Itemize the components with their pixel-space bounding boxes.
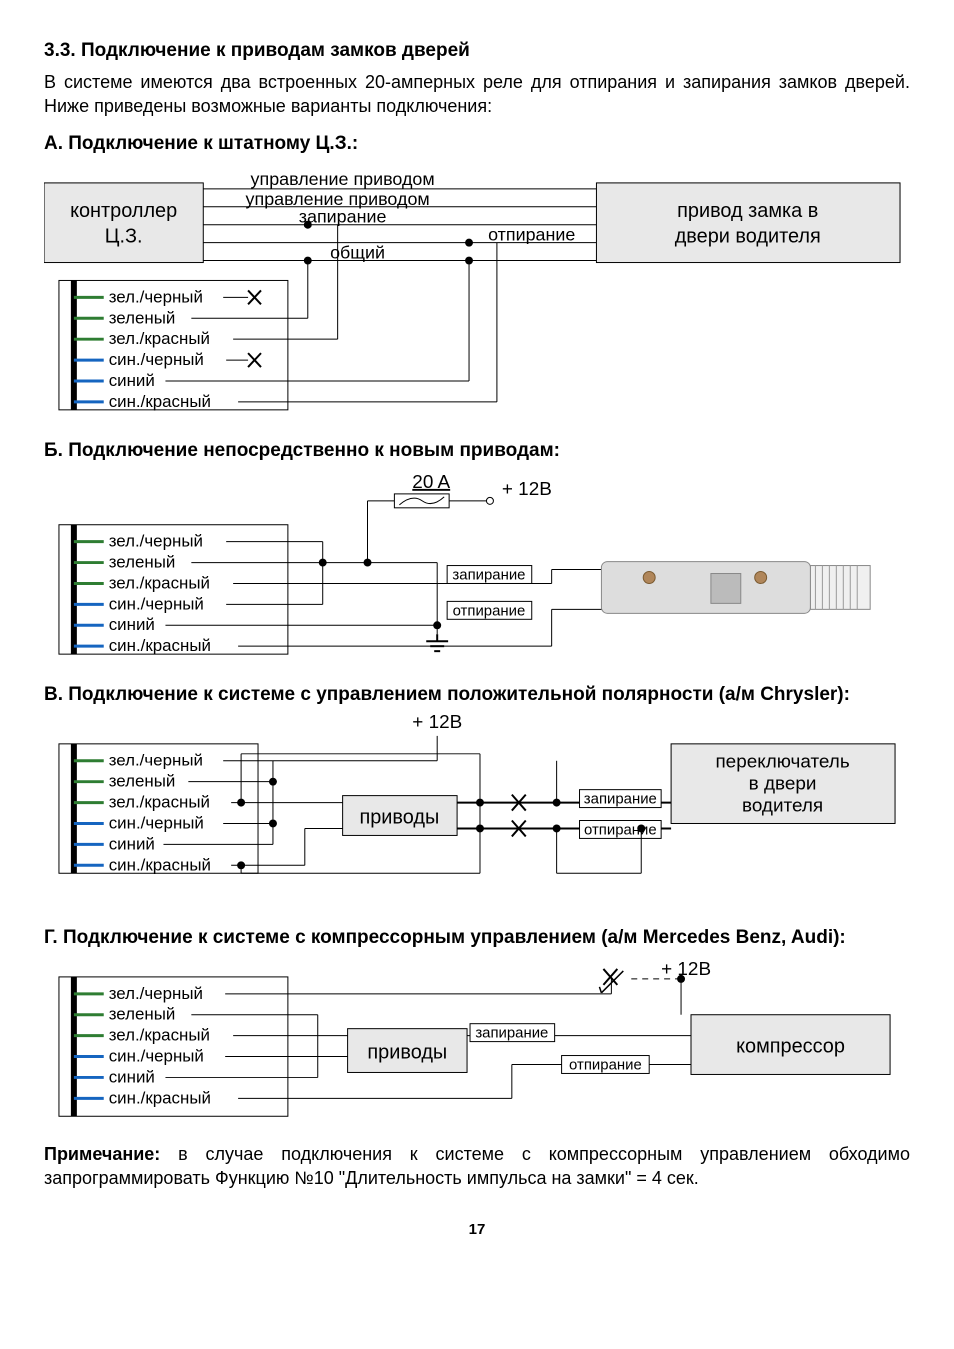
svg-text:переключатель: переключатель bbox=[715, 751, 849, 772]
diagram-c: + 12В приводы переключатель в двери води… bbox=[44, 714, 910, 898]
svg-text:зел./черный: зел./черный bbox=[109, 532, 203, 551]
svg-text:приводы: приводы bbox=[367, 1041, 447, 1063]
svg-text:син./красный: син./красный bbox=[109, 855, 211, 874]
svg-text:запирание: запирание bbox=[299, 206, 387, 226]
note-label: Примечание: bbox=[44, 1144, 160, 1164]
svg-text:отпирание: отпирание bbox=[569, 1056, 642, 1073]
section-number: 3.3. bbox=[44, 40, 76, 61]
section-title-text: Подключение к приводам замков дверей bbox=[81, 40, 470, 61]
svg-text:отпирание: отпирание bbox=[488, 224, 575, 244]
svg-text:зел./черный: зел./черный bbox=[109, 984, 203, 1003]
variant-c-title: В. Подключение к системе с управлением п… bbox=[44, 684, 910, 706]
svg-text:син./черный: син./черный bbox=[109, 1046, 204, 1065]
svg-text:зеленый: зеленый bbox=[109, 308, 176, 327]
svg-text:син./черный: син./черный bbox=[109, 350, 204, 369]
svg-text:зел./красный: зел./красный bbox=[109, 574, 210, 593]
svg-text:отпирание: отпирание bbox=[453, 603, 526, 620]
svg-text:синий: синий bbox=[109, 1067, 155, 1086]
svg-text:син./черный: син./черный bbox=[109, 813, 204, 832]
note-body: в случае подключения к системе с компрес… bbox=[44, 1144, 910, 1188]
diagram-d: + 12В приводы компрессор зел./черный зел… bbox=[44, 957, 910, 1121]
svg-text:Ц.З.: Ц.З. bbox=[105, 225, 143, 247]
svg-text:зел./черный: зел./черный bbox=[109, 750, 203, 769]
intro-paragraph: В системе имеются два встроенных 20-ампе… bbox=[44, 70, 910, 119]
svg-text:син./красный: син./красный bbox=[109, 391, 211, 410]
svg-text:син./черный: син./черный bbox=[109, 595, 204, 614]
svg-text:син./красный: син./красный bbox=[109, 1088, 211, 1107]
svg-text:приводы: приводы bbox=[359, 806, 439, 828]
svg-text:+ 12В: + 12В bbox=[412, 714, 462, 733]
svg-text:син./красный: син./красный bbox=[109, 637, 211, 655]
svg-text:отпирание: отпирание bbox=[584, 821, 657, 838]
svg-text:синий: синий bbox=[109, 371, 155, 390]
svg-text:+ 12В: + 12В bbox=[661, 959, 711, 980]
svg-text:зеленый: зеленый bbox=[109, 1004, 176, 1023]
svg-text:синий: синий bbox=[109, 834, 155, 853]
svg-text:компрессор: компрессор bbox=[736, 1035, 845, 1057]
svg-text:запирание: запирание bbox=[452, 567, 525, 584]
note: Примечание: в случае подключения к систе… bbox=[44, 1142, 910, 1191]
section-heading: 3.3. Подключение к приводам замков двере… bbox=[44, 40, 910, 62]
svg-text:запирание: запирание bbox=[475, 1024, 548, 1041]
svg-text:+ 12В: + 12В bbox=[502, 479, 552, 500]
svg-text:20 A: 20 A bbox=[412, 472, 450, 493]
svg-text:водителя: водителя bbox=[742, 795, 823, 816]
variant-d-title: Г. Подключение к системе с компрессорным… bbox=[44, 927, 910, 949]
svg-text:зел./черный: зел./черный bbox=[109, 287, 203, 306]
svg-text:управление приводом: управление приводом bbox=[251, 168, 435, 188]
svg-text:запирание: запирание bbox=[584, 790, 657, 807]
svg-text:привод замка в: привод замка в bbox=[677, 199, 818, 221]
svg-text:зел./красный: зел./красный bbox=[109, 1025, 210, 1044]
diagram-b: 20 A + 12В зел./черный зеленый зел./крас… bbox=[44, 470, 910, 654]
page-number: 17 bbox=[44, 1221, 910, 1238]
svg-text:в двери: в двери bbox=[749, 773, 817, 794]
svg-text:зел./красный: зел./красный bbox=[109, 329, 210, 348]
diagram-a: контроллер Ц.З. привод замка в двери вод… bbox=[44, 163, 910, 412]
variant-a-title: А. Подключение к штатному Ц.З.: bbox=[44, 133, 910, 155]
svg-text:зеленый: зеленый bbox=[109, 771, 176, 790]
svg-text:общий: общий bbox=[330, 242, 385, 262]
svg-text:синий: синий bbox=[109, 616, 155, 635]
svg-text:двери водителя: двери водителя bbox=[675, 225, 821, 247]
svg-text:контроллер: контроллер bbox=[70, 199, 177, 221]
svg-text:зеленый: зеленый bbox=[109, 553, 176, 572]
variant-b-title: Б. Подключение непосредственно к новым п… bbox=[44, 440, 910, 462]
svg-text:зел./красный: зел./красный bbox=[109, 792, 210, 811]
